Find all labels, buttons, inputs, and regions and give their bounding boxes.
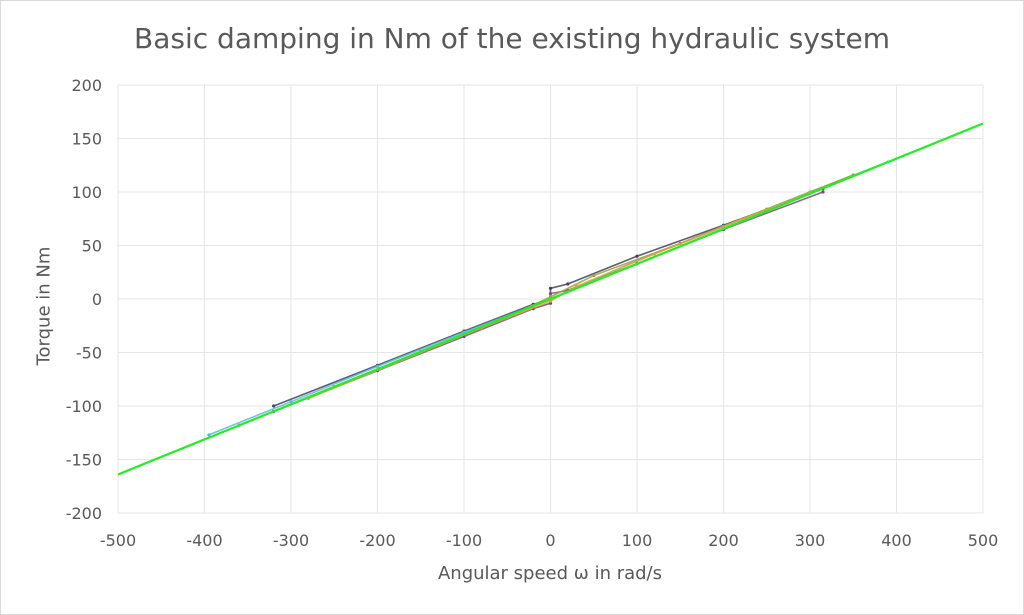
data-point bbox=[207, 433, 211, 437]
data-point bbox=[821, 190, 825, 194]
x-tick-label: 500 bbox=[968, 531, 999, 550]
x-tick-label: 300 bbox=[795, 531, 826, 550]
x-tick-label: -400 bbox=[186, 531, 222, 550]
x-axis-label: Angular speed ω in rad/s bbox=[437, 563, 663, 584]
x-tick-label: -500 bbox=[100, 531, 136, 550]
y-tick-label: 50 bbox=[82, 237, 102, 256]
data-point bbox=[548, 286, 553, 290]
y-tick-label: -100 bbox=[66, 397, 102, 416]
y-tick-label: 100 bbox=[71, 183, 102, 202]
data-point bbox=[566, 282, 570, 286]
x-tick-label: -100 bbox=[446, 531, 482, 550]
data-point bbox=[592, 273, 596, 278]
data-point bbox=[548, 292, 553, 296]
y-tick-label: 0 bbox=[92, 290, 102, 309]
x-tick-label: -200 bbox=[359, 531, 395, 550]
y-tick-label: 150 bbox=[71, 130, 102, 149]
x-tick-label: -300 bbox=[273, 531, 309, 550]
data-point bbox=[652, 252, 656, 256]
chart-title: Basic damping in Nm of the existing hydr… bbox=[134, 22, 890, 55]
data-point bbox=[375, 364, 380, 369]
x-tick-label: 200 bbox=[708, 531, 739, 550]
x-tick-label: 400 bbox=[881, 531, 912, 550]
data-point bbox=[272, 404, 276, 408]
y-tick-label: -50 bbox=[76, 344, 102, 363]
y-tick-label: -200 bbox=[66, 504, 102, 523]
series-line-fit bbox=[117, 122, 984, 476]
y-tick-label: 200 bbox=[71, 76, 102, 95]
data-point bbox=[289, 400, 293, 404]
x-tick-label: 0 bbox=[545, 531, 555, 550]
y-tick-label: -150 bbox=[66, 451, 102, 470]
data-point bbox=[635, 254, 639, 258]
x-tick-label: 100 bbox=[622, 531, 653, 550]
